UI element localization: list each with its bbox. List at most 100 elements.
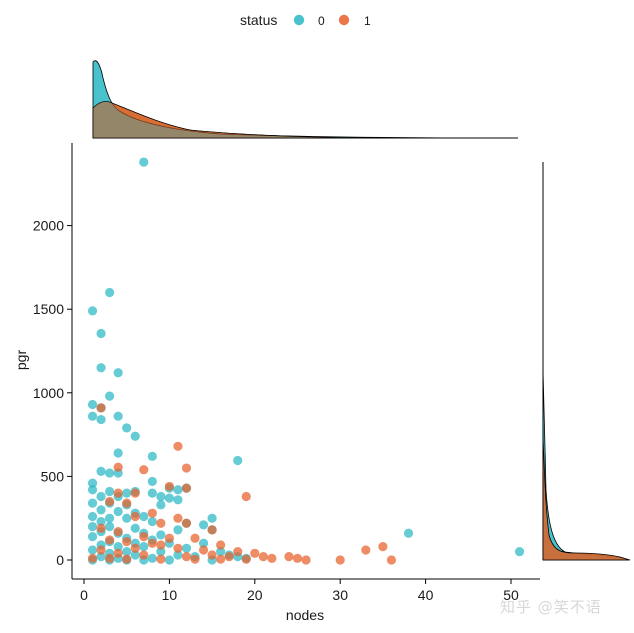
scatter-point-status-0 — [198, 538, 209, 548]
scatter-point-status-1 — [250, 548, 260, 558]
watermark: 知乎 @笑不语 — [500, 598, 602, 616]
scatter-point-status-0 — [173, 495, 183, 505]
scatter-point-status-1 — [147, 538, 157, 548]
scatter-point-status-0 — [147, 553, 157, 563]
scatter-point-status-0 — [105, 391, 115, 401]
scatter-point-status-1 — [139, 550, 149, 560]
scatter-point-status-1 — [173, 441, 183, 451]
scatter-point-status-1 — [386, 555, 397, 565]
scatter-point-status-1 — [190, 554, 200, 564]
scatter-point-status-0 — [173, 485, 183, 495]
right-marginal-density — [542, 162, 631, 561]
x-ticks: 0 10 20 30 40 50 — [80, 579, 519, 603]
scatter-point-status-1 — [113, 462, 123, 472]
scatter-point-status-1 — [207, 525, 217, 535]
y-tick-label: 1500 — [33, 301, 64, 317]
scatter-point-status-0 — [96, 414, 106, 425]
scatter-point-status-1 — [335, 555, 345, 565]
scatter-point-status-0 — [164, 555, 174, 565]
scatter-point-status-1 — [181, 518, 192, 528]
scatter-point-status-1 — [173, 543, 183, 553]
x-tick-label: 30 — [332, 587, 348, 603]
x-tick-label: 40 — [418, 587, 434, 603]
scatter-point-status-1 — [181, 483, 192, 493]
scatter-point-status-1 — [241, 491, 251, 502]
legend-key-0 — [293, 14, 305, 26]
scatter-point-status-0 — [96, 466, 106, 476]
scatter-point-status-1 — [156, 554, 166, 564]
scatter-point-status-0 — [147, 488, 157, 498]
scatter-point-status-1 — [96, 523, 106, 533]
scatter-point-status-0 — [122, 547, 132, 557]
scatter-point-status-0 — [139, 511, 149, 522]
x-axis-label: nodes — [286, 607, 324, 623]
legend-label-0: 0 — [318, 14, 325, 28]
scatter-point-status-0 — [96, 516, 106, 527]
scatter-point-status-0 — [156, 547, 166, 557]
y-ticks: 0 500 1000 1500 2000 — [33, 218, 72, 568]
scatter-point-status-1 — [122, 554, 132, 564]
scatter-point-status-0 — [216, 547, 226, 557]
scatter-point-status-1 — [113, 548, 123, 558]
scatter-point-status-1 — [241, 554, 251, 564]
legend-title: status — [240, 12, 277, 28]
scatter-point-status-0 — [173, 550, 183, 560]
scatter-point-status-1 — [122, 498, 132, 508]
scatter-point-status-1 — [378, 542, 388, 552]
scatter-point-status-1 — [301, 555, 311, 565]
scatter-point-status-0 — [87, 411, 98, 421]
scatter-point-status-0 — [87, 531, 98, 542]
x-tick-label: 20 — [247, 587, 263, 603]
scatter-point-status-0 — [514, 547, 525, 557]
scatter-point-status-0 — [87, 498, 98, 508]
scatter-point-status-0 — [105, 486, 115, 497]
y-tick-label: 500 — [41, 468, 65, 484]
scatter-point-status-0 — [96, 552, 106, 562]
scatter-point-status-0 — [122, 423, 132, 433]
x-tick-label: 50 — [503, 587, 519, 603]
scatter-point-status-1 — [96, 403, 106, 413]
scatter-point-status-1 — [87, 553, 98, 563]
legend-label-1: 1 — [364, 14, 371, 28]
scatter-point-status-0 — [122, 513, 132, 523]
scatter-point-status-1 — [113, 488, 123, 498]
scatter-point-status-1 — [105, 496, 115, 507]
scatter-point-status-1 — [181, 552, 192, 562]
scatter-point-status-1 — [361, 545, 371, 555]
scatter-point-status-1 — [122, 537, 132, 547]
scatter-point-status-0 — [122, 488, 132, 498]
scatter-point-status-1 — [292, 553, 303, 563]
top-density-status-1-overlay — [92, 101, 518, 139]
scatter-point-status-1 — [130, 488, 140, 498]
scatter-point-status-0 — [403, 528, 414, 538]
scatter-point-status-0 — [147, 476, 157, 487]
scatter-point-status-0 — [164, 493, 174, 503]
scatter-point-status-1 — [173, 513, 183, 523]
scatter-point-status-0 — [105, 513, 115, 523]
scatter-point-status-0 — [87, 545, 98, 555]
scatter-point-status-1 — [284, 552, 294, 562]
x-tick-label: 0 — [80, 587, 88, 603]
scatter-point-status-1 — [139, 531, 149, 542]
scatter-point-status-1 — [164, 481, 174, 492]
scatter-point-status-0 — [96, 363, 106, 373]
scatter-points — [87, 157, 525, 565]
scatter-point-status-0 — [233, 455, 243, 466]
scatter-point-status-1 — [216, 554, 226, 564]
scatter-point-status-1 — [96, 545, 106, 555]
scatter-point-status-1 — [105, 553, 115, 563]
scatter-point-status-1 — [198, 545, 209, 555]
scatter-point-status-0 — [156, 530, 166, 540]
scatter-point-status-1 — [258, 552, 268, 562]
scatter-point-status-0 — [87, 511, 98, 522]
scatter-point-status-1 — [224, 552, 234, 562]
scatter-point-status-0 — [87, 306, 98, 316]
scatter-point-status-1 — [156, 518, 166, 528]
scatter-point-status-0 — [87, 399, 98, 410]
right-density-status-1 — [542, 439, 630, 561]
scatter-point-status-0 — [198, 520, 209, 530]
scatter-point-status-0 — [113, 542, 123, 552]
scatter-point-status-0 — [113, 448, 123, 458]
scatter-point-status-1 — [233, 547, 243, 557]
